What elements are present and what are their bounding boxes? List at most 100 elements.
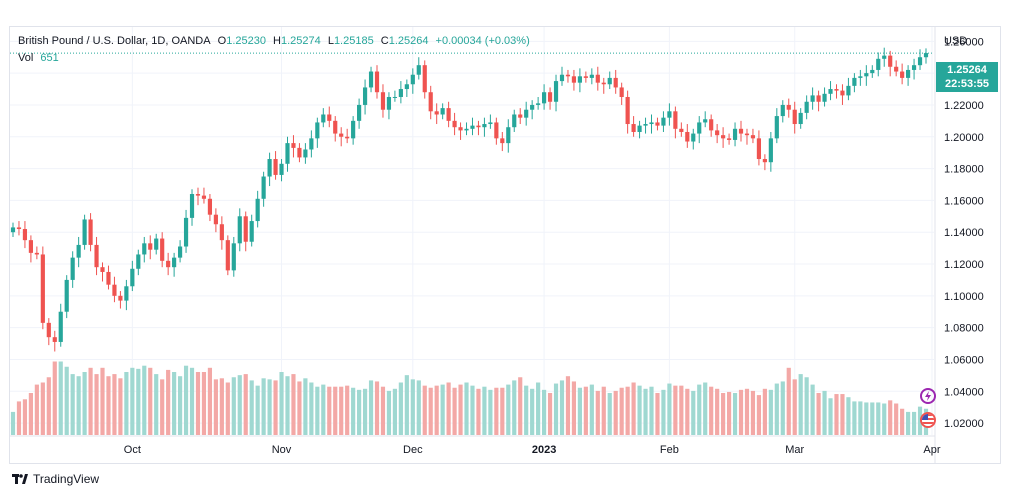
- candle-body[interactable]: [130, 268, 135, 287]
- candle-body[interactable]: [255, 198, 260, 222]
- candle-body[interactable]: [613, 77, 618, 88]
- symbol-title[interactable]: British Pound / U.S. Dollar, 1D, OANDA: [18, 35, 211, 47]
- candle-body[interactable]: [565, 74, 571, 77]
- candle-body[interactable]: [512, 114, 517, 128]
- candle-body[interactable]: [744, 133, 750, 136]
- candle-body[interactable]: [321, 114, 326, 123]
- candle-body[interactable]: [46, 322, 51, 338]
- candle-body[interactable]: [679, 128, 684, 132]
- candle-body[interactable]: [160, 238, 165, 261]
- candle-body[interactable]: [22, 229, 28, 241]
- candle-body[interactable]: [118, 295, 123, 301]
- candle-body[interactable]: [351, 120, 356, 139]
- candle-body[interactable]: [273, 159, 278, 175]
- candle-body[interactable]: [709, 119, 714, 131]
- candle-body[interactable]: [667, 111, 672, 118]
- candle-body[interactable]: [213, 214, 218, 225]
- candle-body[interactable]: [88, 219, 93, 245]
- candle-body[interactable]: [154, 238, 159, 250]
- candle-body[interactable]: [595, 74, 600, 83]
- candle-body[interactable]: [136, 254, 141, 269]
- candle-body[interactable]: [124, 286, 129, 301]
- candle-body[interactable]: [249, 221, 254, 242]
- candle-body[interactable]: [386, 96, 392, 110]
- candle-body[interactable]: [476, 125, 481, 128]
- candle-body[interactable]: [894, 66, 899, 72]
- candle-body[interactable]: [207, 198, 213, 215]
- candle-body[interactable]: [458, 127, 463, 131]
- candle-body[interactable]: [166, 260, 171, 268]
- candle-body[interactable]: [798, 112, 803, 125]
- us-flag-icon[interactable]: [920, 412, 936, 428]
- candle-body[interactable]: [28, 240, 33, 253]
- candle-body[interactable]: [279, 163, 284, 175]
- lightning-icon[interactable]: [920, 388, 936, 404]
- candle-body[interactable]: [792, 109, 797, 125]
- candle-body[interactable]: [40, 254, 45, 323]
- candle-body[interactable]: [738, 128, 744, 134]
- candle-body[interactable]: [398, 89, 403, 97]
- candle-body[interactable]: [219, 224, 224, 241]
- candle-body[interactable]: [542, 92, 547, 104]
- candle-body[interactable]: [536, 103, 541, 105]
- candle-body[interactable]: [231, 243, 236, 271]
- candle-body[interactable]: [225, 240, 230, 271]
- candle-body[interactable]: [303, 149, 308, 158]
- candle-body[interactable]: [446, 108, 451, 121]
- candle-body[interactable]: [64, 279, 69, 312]
- candle-body[interactable]: [643, 124, 648, 126]
- candle-body[interactable]: [333, 120, 338, 134]
- candle-body[interactable]: [106, 271, 111, 285]
- candle-body[interactable]: [762, 159, 767, 163]
- candle-body[interactable]: [494, 122, 499, 139]
- candle-body[interactable]: [577, 76, 582, 83]
- candle-body[interactable]: [70, 257, 75, 280]
- candle-body[interactable]: [601, 82, 606, 85]
- candle-body[interactable]: [649, 122, 654, 125]
- candle-body[interactable]: [864, 73, 869, 77]
- candle-body[interactable]: [195, 194, 201, 196]
- candle-body[interactable]: [721, 135, 726, 139]
- candle-body[interactable]: [410, 74, 415, 85]
- candle-body[interactable]: [16, 227, 22, 230]
- candle-body[interactable]: [148, 243, 153, 250]
- candle-body[interactable]: [524, 109, 529, 118]
- candle-body[interactable]: [530, 104, 535, 110]
- candle-body[interactable]: [822, 93, 827, 102]
- candle-body[interactable]: [774, 116, 779, 139]
- candle-body[interactable]: [715, 130, 720, 136]
- candle-body[interactable]: [840, 90, 845, 96]
- candle-body[interactable]: [553, 81, 559, 102]
- volume-label[interactable]: Vol: [18, 52, 34, 64]
- candle-body[interactable]: [464, 128, 469, 131]
- candle-body[interactable]: [345, 136, 350, 139]
- candle-body[interactable]: [685, 131, 690, 142]
- candle-body[interactable]: [834, 89, 839, 91]
- candle-body[interactable]: [183, 217, 189, 247]
- candle-body[interactable]: [10, 227, 16, 233]
- candle-body[interactable]: [297, 147, 302, 158]
- candle-body[interactable]: [816, 95, 821, 102]
- candle-body[interactable]: [786, 104, 791, 110]
- candle-body[interactable]: [559, 74, 565, 82]
- candle-body[interactable]: [434, 111, 439, 115]
- candle-body[interactable]: [607, 77, 612, 85]
- currency-label[interactable]: USD: [944, 35, 968, 47]
- candle-body[interactable]: [76, 244, 81, 258]
- candle-body[interactable]: [691, 133, 696, 142]
- candle-body[interactable]: [112, 284, 117, 296]
- candle-body[interactable]: [589, 74, 594, 78]
- candle-body[interactable]: [368, 71, 374, 88]
- candle-body[interactable]: [243, 216, 248, 242]
- candle-body[interactable]: [858, 76, 863, 78]
- candle-body[interactable]: [571, 76, 577, 83]
- candle-body[interactable]: [703, 119, 708, 123]
- candle-body[interactable]: [470, 125, 475, 129]
- candle-body[interactable]: [52, 337, 57, 342]
- candle-body[interactable]: [906, 69, 911, 78]
- candle-body[interactable]: [315, 122, 320, 139]
- candle-body[interactable]: [846, 85, 851, 96]
- candle-body[interactable]: [189, 194, 195, 218]
- candle-body[interactable]: [917, 57, 923, 66]
